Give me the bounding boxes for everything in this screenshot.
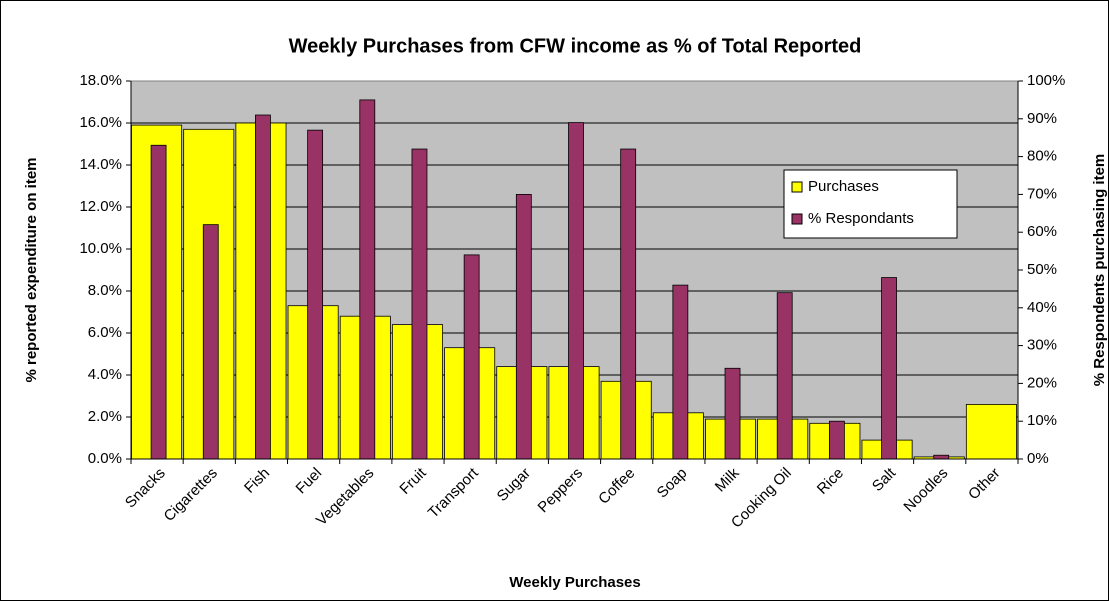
- legend: Purchases % Respondants: [783, 169, 958, 239]
- y2-tick-label: 20%: [1027, 374, 1057, 391]
- legend-label: % Respondants: [808, 210, 914, 227]
- y-tick-label: 12.0%: [79, 198, 122, 215]
- bar: [672, 284, 689, 460]
- y2-tick-label: 100%: [1027, 72, 1065, 89]
- bar: [515, 193, 532, 460]
- y2-tick-label: 90%: [1027, 110, 1057, 127]
- y2-tick-label: 80%: [1027, 148, 1057, 165]
- y-tick-label: 6.0%: [88, 324, 122, 341]
- bar: [359, 99, 376, 460]
- y2-tick-label: 60%: [1027, 223, 1057, 240]
- bar: [881, 277, 897, 460]
- y2-axis-label: % Respondents purchasing item: [1091, 154, 1108, 387]
- bar: [568, 122, 584, 460]
- y-tick-label: 16.0%: [79, 114, 122, 131]
- legend-swatch: [791, 181, 803, 193]
- legend-swatch: [791, 213, 803, 225]
- y-tick-label: 2.0%: [88, 408, 122, 425]
- legend-label: Purchases: [808, 178, 879, 195]
- y-tick-label: 4.0%: [88, 366, 122, 383]
- y-tick-label: 0.0%: [88, 450, 122, 467]
- bar: [411, 148, 428, 460]
- bar: [933, 454, 950, 460]
- bar: [828, 420, 845, 460]
- y2-tick-label: 10%: [1027, 412, 1057, 429]
- bar: [150, 144, 167, 460]
- chart-title: Weekly Purchases from CFW income as % of…: [289, 35, 862, 57]
- bar: [776, 292, 793, 460]
- y-tick-label: 10.0%: [79, 240, 122, 257]
- y-axis-label: % reported expenditure on item: [23, 157, 40, 382]
- bar: [307, 129, 324, 460]
- y2-tick-label: 30%: [1027, 337, 1057, 354]
- bar: [724, 367, 741, 460]
- bar: [965, 403, 1017, 460]
- legend-box: [783, 169, 958, 239]
- y-tick-label: 14.0%: [79, 156, 122, 173]
- bar: [202, 224, 219, 460]
- bar: [255, 114, 271, 460]
- y2-tick-label: 50%: [1027, 261, 1057, 278]
- y2-tick-label: 70%: [1027, 185, 1057, 202]
- bar: [620, 148, 637, 460]
- bar: [463, 254, 480, 460]
- y-tick-label: 18.0%: [79, 72, 122, 89]
- y2-tick-label: 40%: [1027, 299, 1057, 316]
- x-axis-label: Weekly Purchases: [509, 574, 640, 591]
- y2-tick-label: 0%: [1027, 450, 1049, 467]
- y-tick-label: 8.0%: [88, 282, 122, 299]
